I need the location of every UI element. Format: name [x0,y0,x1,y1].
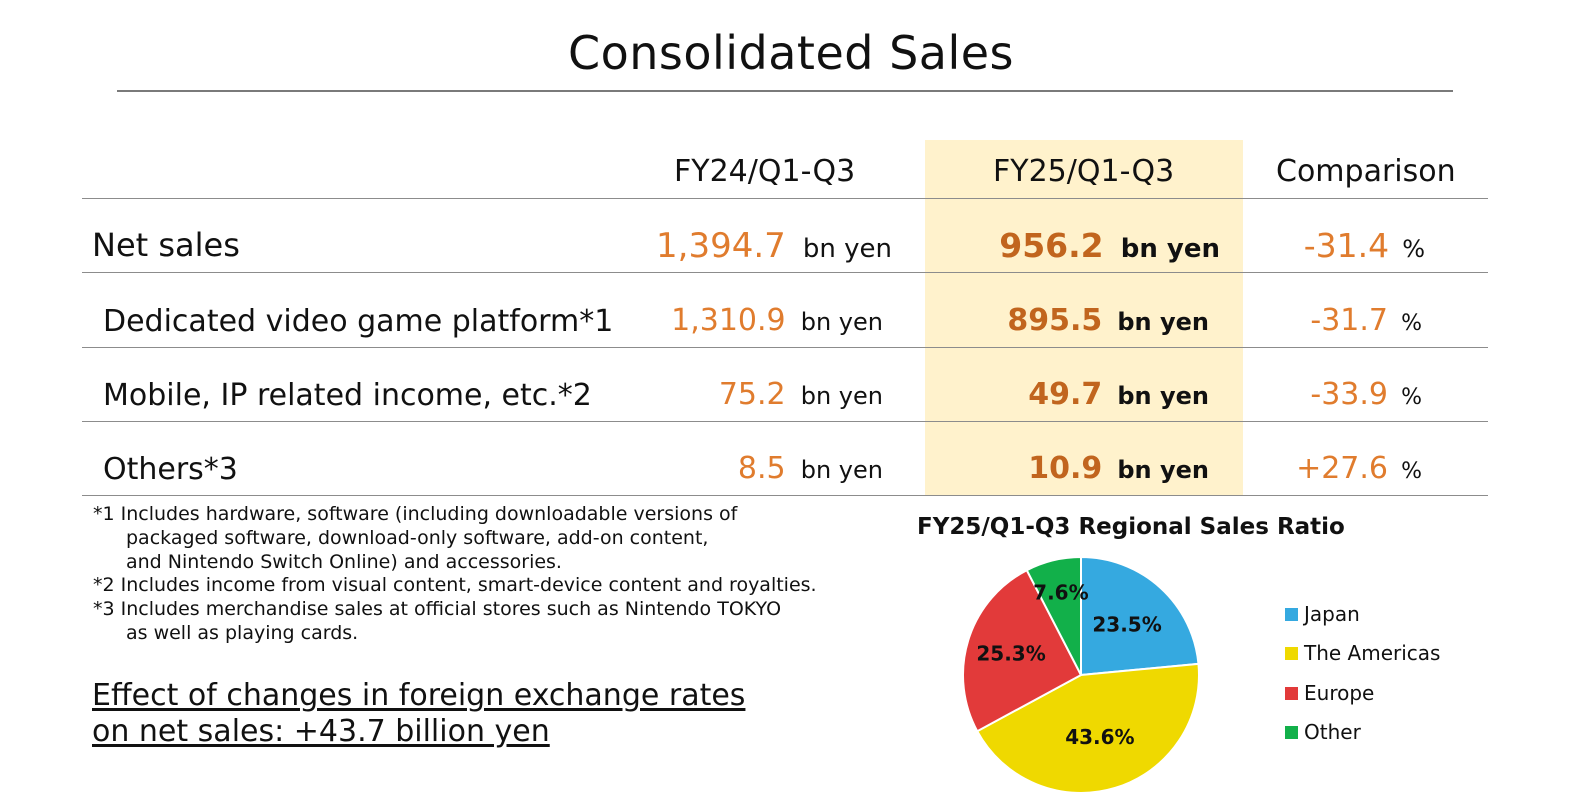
pie-slice-europe [962,568,1083,733]
value: +27.6 [1296,451,1388,486]
fx-effect-line-2: on net sales: +43.7 billion yen [92,714,550,749]
row-divider [82,198,1488,199]
pie-slice-americas [975,662,1200,794]
header-fy24: FY24/Q1-Q3 [674,154,856,189]
legend-label: Europe [1304,681,1375,705]
fx-effect-line-1: Effect of changes in foreign exchange ra… [92,678,746,713]
chart-title: FY25/Q1-Q3 Regional Sales Ratio [917,514,1345,540]
others-fy25: 10.9 bn yen [1028,451,1209,486]
fy25-highlight-column [925,140,1243,496]
unit: bn yen [800,382,883,410]
row-label-dedicated-platform: Dedicated video game platform*1 [103,304,614,339]
row-divider [82,421,1488,422]
pie-slice-other [1025,555,1082,676]
percent-unit: % [1401,459,1422,484]
mobile-ip-change: -33.9 % [1310,377,1422,412]
pie-data-label: 43.6% [1065,725,1134,749]
header-fy25: FY25/Q1-Q3 [993,154,1175,189]
legend-swatch [1285,686,1298,700]
footnote-1-cont: packaged software, download-only softwar… [126,527,709,549]
header-comparison: Comparison [1276,154,1456,189]
unit: bn yen [800,308,883,336]
value: -33.9 [1310,377,1388,412]
dedicated-platform-fy24: 1,310.9 bn yen [671,303,883,338]
unit: bn yen [1117,382,1209,410]
others-fy24: 8.5 bn yen [738,451,883,486]
footnote-1: *1 Includes hardware, software (includin… [93,503,738,525]
unit: bn yen [1117,308,1209,336]
legend-swatch [1285,646,1298,660]
footnote-3-cont: as well as playing cards. [126,622,359,644]
net-sales-fy24: 1,394.7 bn yen [656,226,892,266]
legend-item-europe: Europe [1285,681,1374,705]
legend-label: Other [1304,720,1361,744]
unit: bn yen [802,234,892,264]
legend-label: Japan [1304,602,1360,626]
footnote-2: *2 Includes income from visual content, … [93,574,817,596]
legend-item-other: Other [1285,720,1361,744]
value: 10.9 [1028,451,1103,486]
value: -31.7 [1310,303,1388,338]
value: 75.2 [718,377,786,412]
value: 8.5 [737,451,786,486]
net-sales-change: -31.4 % [1304,226,1425,265]
pie-data-label: 25.3% [976,641,1045,665]
legend-item-americas: The Americas [1285,641,1440,665]
page-title: Consolidated Sales [567,26,1015,80]
unit: bn yen [1120,234,1220,264]
dedicated-platform-change: -31.7 % [1310,303,1422,338]
pie-data-label: 23.5% [1092,612,1161,636]
value: 1,310.9 [671,303,786,338]
value: 895.5 [1007,303,1103,338]
row-label-others: Others*3 [103,452,238,487]
mobile-ip-fy25: 49.7 bn yen [1028,377,1209,412]
mobile-ip-fy24: 75.2 bn yen [719,377,883,412]
row-divider [82,495,1488,496]
percent-unit: % [1401,311,1422,336]
value: 1,394.7 [656,226,786,266]
row-divider [82,347,1488,348]
percent-unit: % [1401,385,1422,410]
title-divider [117,90,1453,92]
regional-sales-pie-chart: 23.5% 43.6% 25.3% 7.6% [962,555,1200,794]
dedicated-platform-fy25: 895.5 bn yen [1007,303,1209,338]
unit: bn yen [800,456,883,484]
legend-swatch [1285,607,1298,621]
percent-unit: % [1402,235,1425,263]
legend-swatch [1285,725,1298,739]
footnote-1-cont: and Nintendo Switch Online) and accessor… [126,551,562,573]
value: 956.2 [999,226,1104,265]
value: 49.7 [1028,377,1103,412]
pie-slice-japan [1080,555,1200,677]
row-label-net-sales: Net sales [92,226,240,264]
unit: bn yen [1117,456,1209,484]
footnote-3: *3 Includes merchandise sales at officia… [93,598,782,620]
value: -31.4 [1303,226,1390,265]
others-change: +27.6 % [1296,451,1422,486]
legend-label: The Americas [1304,641,1441,665]
row-divider [82,272,1488,273]
net-sales-fy25: 956.2 bn yen [999,226,1220,265]
pie-data-label: 7.6% [1033,580,1088,604]
row-label-mobile-ip: Mobile, IP related income, etc.*2 [103,378,592,413]
legend-item-japan: Japan [1285,602,1360,626]
